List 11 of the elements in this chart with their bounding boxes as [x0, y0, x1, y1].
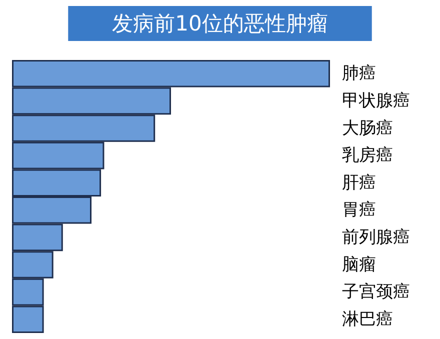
y-tick-label: 前列腺癌: [342, 227, 410, 248]
y-tick-label: 淋巴癌: [342, 309, 393, 330]
y-tick-label: 脑瘤: [342, 254, 376, 275]
y-tick-label: 甲状腺癌: [342, 90, 410, 111]
chart-title: 发病前10位的恶性肿瘤: [112, 12, 328, 36]
y-tick-label: 肺癌: [342, 64, 376, 84]
y-tick-label: 乳房癌: [342, 146, 393, 166]
y-tick-label: 大肠癌: [342, 118, 393, 138]
y-tick-label: 子宫颈癌: [342, 282, 410, 302]
y-tick-label: 肝癌: [342, 172, 376, 193]
y-tick-label: 胃癌: [342, 200, 376, 220]
